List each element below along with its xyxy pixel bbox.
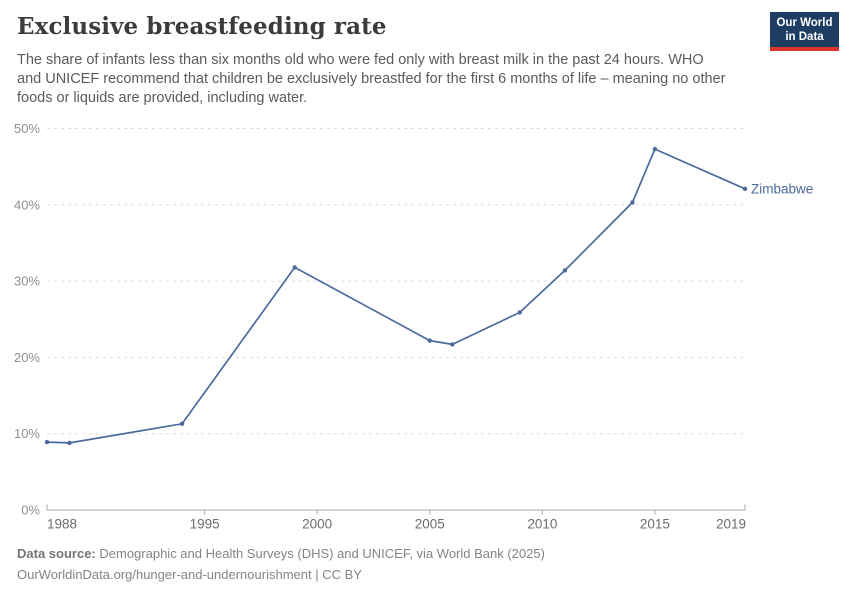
data-source-line: Data source: Demographic and Health Surv… xyxy=(17,543,545,564)
svg-text:10%: 10% xyxy=(14,426,40,441)
data-point xyxy=(427,338,432,343)
data-point xyxy=(742,186,748,191)
svg-text:2005: 2005 xyxy=(415,517,445,532)
chart-subtitle-line: The share of infants less than six month… xyxy=(17,52,704,68)
svg-text:0%: 0% xyxy=(21,503,40,518)
y-gridlines xyxy=(47,128,745,435)
data-source-label: Data source: xyxy=(17,546,96,561)
data-point xyxy=(67,440,72,446)
svg-text:50%: 50% xyxy=(14,121,40,136)
data-point xyxy=(630,200,635,205)
svg-text:30%: 30% xyxy=(14,274,40,289)
svg-text:2000: 2000 xyxy=(302,517,332,532)
data-point xyxy=(292,265,297,270)
svg-text:2019: 2019 xyxy=(716,517,746,532)
data-point xyxy=(562,268,568,273)
series-end-label[interactable]: Zimbabwe xyxy=(751,181,813,196)
data-point xyxy=(450,342,455,347)
svg-text:1995: 1995 xyxy=(190,517,220,532)
svg-text:2010: 2010 xyxy=(527,517,557,532)
footer-link[interactable]: OurWorldinData.org/hunger-and-undernouri… xyxy=(17,567,362,582)
data-source-text: Demographic and Health Surveys (DHS) and… xyxy=(99,546,545,561)
chart-subtitle-line: and UNICEF recommend that children be ex… xyxy=(17,71,726,87)
svg-text:20%: 20% xyxy=(14,350,40,365)
series-line-zimbabwe[interactable]: Zimbabwe xyxy=(44,146,813,446)
owid-logo-line2: in Data xyxy=(785,31,824,43)
data-point xyxy=(517,310,522,315)
y-axis-labels: 0% 10% 20% 30% 40% 50% xyxy=(14,121,40,518)
svg-text:1988: 1988 xyxy=(47,517,77,532)
chart-footer: Data source: Demographic and Health Surv… xyxy=(17,543,545,585)
chart-subtitle: The share of infants less than six month… xyxy=(17,51,725,108)
data-point xyxy=(179,421,185,426)
owid-logo[interactable]: Our World in Data xyxy=(770,12,839,51)
chart-subtitle-line: foods or liquids are provided, including… xyxy=(17,90,308,106)
data-point xyxy=(44,439,50,445)
svg-text:2015: 2015 xyxy=(640,517,670,532)
x-axis: 1988 1995 2000 2005 2010 2015 2019 xyxy=(46,504,746,532)
owid-logo-line1: Our World xyxy=(776,17,833,29)
svg-text:40%: 40% xyxy=(14,197,40,212)
data-point xyxy=(652,146,658,152)
chart-title: Exclusive breastfeeding rate xyxy=(17,13,387,40)
